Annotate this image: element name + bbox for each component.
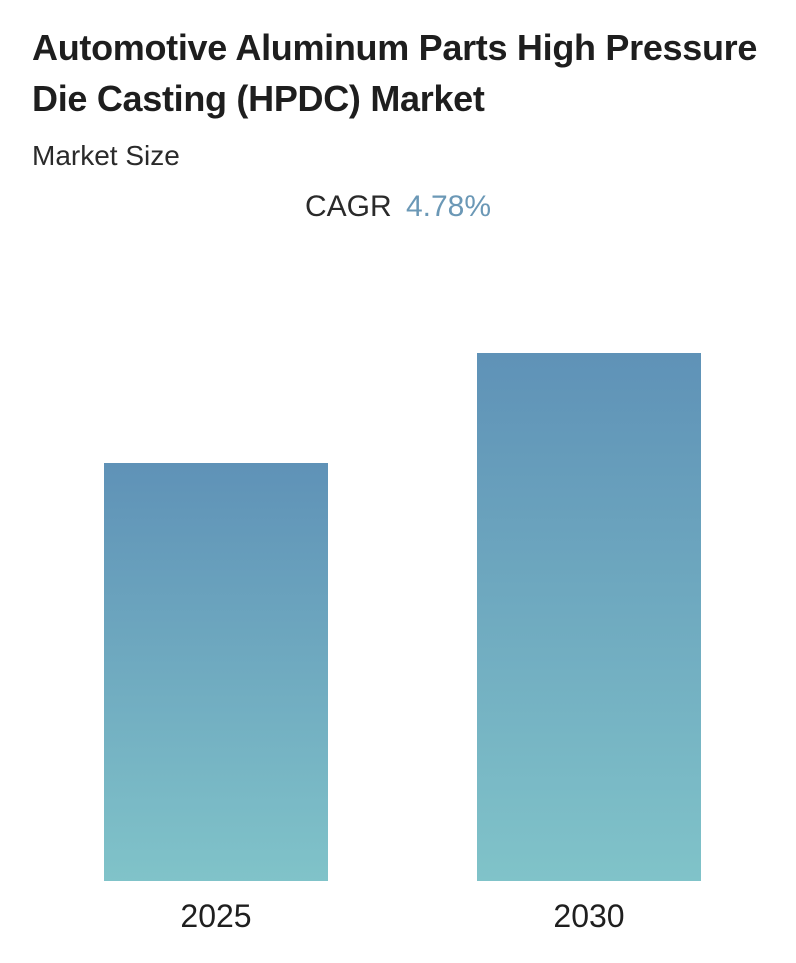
- cagr-indicator: CAGR 4.78%: [0, 188, 796, 226]
- cagr-value: 4.78%: [405, 190, 492, 223]
- bar-group: [104, 353, 701, 881]
- chart-subtitle: Market Size: [32, 140, 180, 171]
- cagr-label: CAGR: [304, 190, 392, 223]
- x-axis-ticks: 2025 2030: [180, 898, 624, 934]
- x-tick-label-2025: 2025: [180, 898, 251, 934]
- bar-2030: [477, 353, 701, 881]
- bar-2025: [104, 463, 328, 881]
- chart-title: Automotive Aluminum Parts High Pressure …: [32, 27, 758, 119]
- x-tick-label-2030: 2030: [553, 898, 624, 934]
